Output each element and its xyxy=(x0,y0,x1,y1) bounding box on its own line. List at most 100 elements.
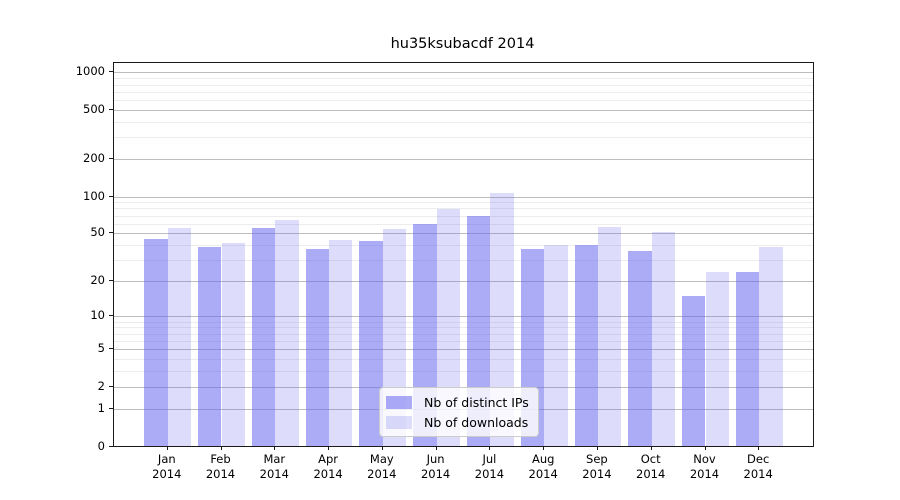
y-tick-mark-20 xyxy=(109,280,113,282)
x-tick-mark-oct-2014 xyxy=(650,446,652,450)
x-tick-label-mar-2014: Mar 2014 xyxy=(259,452,289,481)
legend-swatch-downloads xyxy=(386,415,412,429)
bar-downloads-jan-2014 xyxy=(167,228,192,446)
x-tick-mark-jun-2014 xyxy=(435,446,437,450)
gridline-minor-90 xyxy=(114,202,813,204)
gridline-minor-3 xyxy=(114,371,813,372)
x-tick-label-may-2014: May 2014 xyxy=(367,452,397,481)
gridline-minor-6 xyxy=(114,340,813,342)
y-tick-label-0: 0 xyxy=(97,439,105,453)
gridline-minor-600 xyxy=(114,100,813,101)
gridline-minor-300 xyxy=(114,137,813,139)
y-tick-label-2: 2 xyxy=(97,378,105,393)
gridline-minor-30 xyxy=(114,260,813,262)
bar-ips-sep-2014 xyxy=(574,245,598,446)
x-tick-label-sep-2014: Sep 2014 xyxy=(582,452,612,481)
y-tick-label-200: 200 xyxy=(83,151,105,166)
x-tick-label-jan-2014: Jan 2014 xyxy=(152,452,182,481)
y-tick-mark-100 xyxy=(109,195,113,197)
y-tick-mark-5 xyxy=(109,348,113,350)
y-tick-label-5: 5 xyxy=(97,341,105,356)
bar-downloads-oct-2014 xyxy=(651,232,676,446)
bar-ips-oct-2014 xyxy=(628,250,652,446)
y-tick-mark-10 xyxy=(109,315,113,317)
gridline-major-10 xyxy=(114,316,813,318)
bar-ips-mar-2014 xyxy=(251,228,276,446)
gridline-minor-60 xyxy=(114,223,813,225)
gridline-minor-4 xyxy=(114,359,813,360)
gridline-major-5 xyxy=(114,349,813,351)
bar-ips-feb-2014 xyxy=(198,246,222,446)
x-tick-mark-sep-2014 xyxy=(596,446,598,450)
x-tick-label-jun-2014: Jun 2014 xyxy=(420,452,451,481)
plot-area xyxy=(113,62,814,447)
x-tick-mark-nov-2014 xyxy=(704,446,706,450)
x-tick-mark-apr-2014 xyxy=(328,446,330,450)
y-tick-label-10: 10 xyxy=(90,308,105,323)
y-tick-mark-1 xyxy=(109,407,113,409)
gridline-minor-7 xyxy=(114,333,813,335)
x-tick-mark-dec-2014 xyxy=(758,446,760,450)
bar-downloads-dec-2014 xyxy=(759,246,783,446)
x-tick-mark-jul-2014 xyxy=(489,446,491,450)
y-tick-mark-500 xyxy=(109,108,113,110)
y-tick-label-100: 100 xyxy=(83,188,105,203)
gridline-major-50 xyxy=(114,233,813,235)
legend-label-downloads: Nb of downloads xyxy=(424,414,529,430)
x-tick-mark-mar-2014 xyxy=(274,446,276,450)
gridline-minor-700 xyxy=(114,91,813,93)
x-tick-label-jul-2014: Jul 2014 xyxy=(474,452,505,481)
y-tick-label-500: 500 xyxy=(83,101,105,116)
bar-downloads-mar-2014 xyxy=(275,219,299,446)
gridline-major-100 xyxy=(114,196,813,198)
legend-item-distinct-ips: Nb of distinct IPs xyxy=(386,392,529,412)
bar-ips-jan-2014 xyxy=(144,239,168,446)
x-tick-label-oct-2014: Oct 2014 xyxy=(636,452,666,481)
y-tick-mark-0 xyxy=(109,446,113,447)
gridline-major-500 xyxy=(114,109,813,111)
gridline-minor-80 xyxy=(114,208,813,210)
legend-item-downloads: Nb of downloads xyxy=(386,412,529,432)
gridline-minor-800 xyxy=(114,84,813,86)
x-tick-label-feb-2014: Feb 2014 xyxy=(205,452,236,481)
bar-downloads-apr-2014 xyxy=(329,240,353,446)
x-tick-label-nov-2014: Nov 2014 xyxy=(689,452,720,481)
gridline-minor-40 xyxy=(114,245,813,247)
gridline-minor-900 xyxy=(114,78,813,80)
legend-swatch-distinct-ips xyxy=(386,395,412,409)
x-tick-mark-feb-2014 xyxy=(220,446,222,450)
bar-ips-apr-2014 xyxy=(305,249,330,446)
y-tick-label-20: 20 xyxy=(90,273,105,288)
bar-ips-may-2014 xyxy=(359,241,383,446)
y-tick-mark-1000 xyxy=(109,71,113,73)
x-tick-mark-jan-2014 xyxy=(166,446,168,450)
gridline-minor-8 xyxy=(114,327,813,329)
gridline-major-200 xyxy=(114,159,813,161)
bar-downloads-feb-2014 xyxy=(221,242,245,446)
gridline-minor-400 xyxy=(114,121,813,123)
gridline-major-20 xyxy=(114,281,813,283)
bar-downloads-jul-2014 xyxy=(490,193,514,446)
bar-ips-nov-2014 xyxy=(682,296,706,446)
y-tick-mark-200 xyxy=(109,158,113,160)
x-tick-label-dec-2014: Dec 2014 xyxy=(743,452,773,481)
gridline-minor-9 xyxy=(114,321,813,323)
x-tick-mark-may-2014 xyxy=(381,446,383,450)
bar-downloads-aug-2014 xyxy=(544,245,568,446)
x-tick-label-apr-2014: Apr 2014 xyxy=(313,452,343,481)
bar-ips-dec-2014 xyxy=(735,272,760,446)
y-tick-label-1000: 1000 xyxy=(75,64,105,79)
chart-title: hu35ksubacdf 2014 xyxy=(390,36,535,52)
y-tick-label-1: 1 xyxy=(97,400,105,415)
gridline-major-1000 xyxy=(114,72,813,74)
gridline-minor-70 xyxy=(114,215,813,217)
y-tick-mark-2 xyxy=(109,385,113,387)
x-tick-label-aug-2014: Aug 2014 xyxy=(528,452,558,481)
bar-downloads-sep-2014 xyxy=(597,226,622,446)
y-tick-mark-50 xyxy=(109,232,113,234)
legend: Nb of distinct IPs Nb of downloads xyxy=(379,387,539,437)
bar-downloads-nov-2014 xyxy=(705,272,729,446)
y-tick-label-50: 50 xyxy=(90,225,105,240)
x-tick-mark-aug-2014 xyxy=(543,446,545,450)
